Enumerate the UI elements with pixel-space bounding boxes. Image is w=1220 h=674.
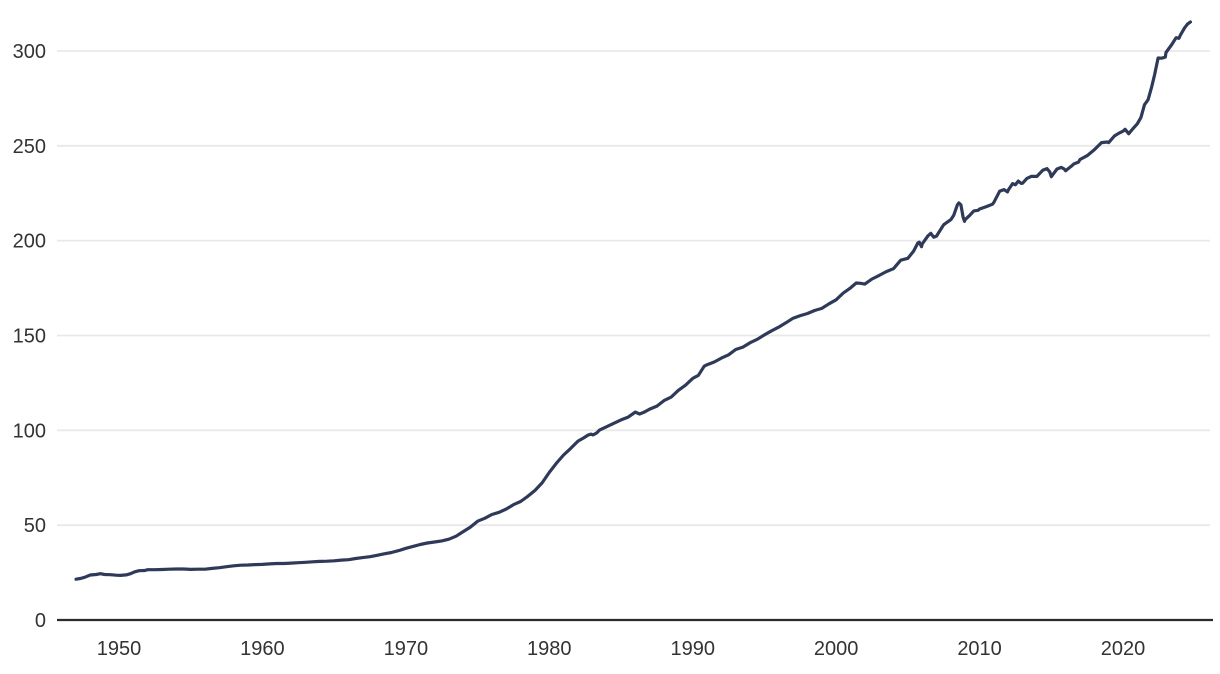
x-tick-label: 1990 bbox=[670, 638, 715, 660]
y-tick-label: 250 bbox=[13, 136, 46, 158]
series-line-consumer-price-index bbox=[74, 20, 1192, 581]
y-tick-label: 0 bbox=[35, 610, 46, 632]
x-tick-label: 1950 bbox=[97, 638, 142, 660]
x-tick-label: 1970 bbox=[384, 638, 429, 660]
y-tick-label: 150 bbox=[13, 325, 46, 347]
y-tick-label: 200 bbox=[13, 231, 46, 253]
y-tick-label: 100 bbox=[13, 420, 46, 442]
x-tick-label: 2000 bbox=[814, 638, 859, 660]
y-tick-label: 300 bbox=[13, 41, 46, 63]
y-tick-label: 50 bbox=[24, 515, 46, 537]
x-tick-label: 1960 bbox=[240, 638, 285, 660]
x-tick-label: 2020 bbox=[1101, 638, 1146, 660]
x-tick-label: 2010 bbox=[957, 638, 1002, 660]
x-tick-label: 1980 bbox=[527, 638, 572, 660]
